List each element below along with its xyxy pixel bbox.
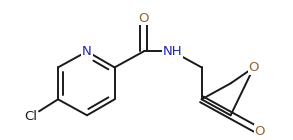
Text: NH: NH bbox=[163, 45, 183, 58]
Text: Cl: Cl bbox=[24, 110, 37, 123]
Text: O: O bbox=[248, 61, 259, 74]
Text: O: O bbox=[138, 12, 149, 25]
Text: O: O bbox=[254, 125, 265, 138]
Text: N: N bbox=[82, 45, 92, 58]
